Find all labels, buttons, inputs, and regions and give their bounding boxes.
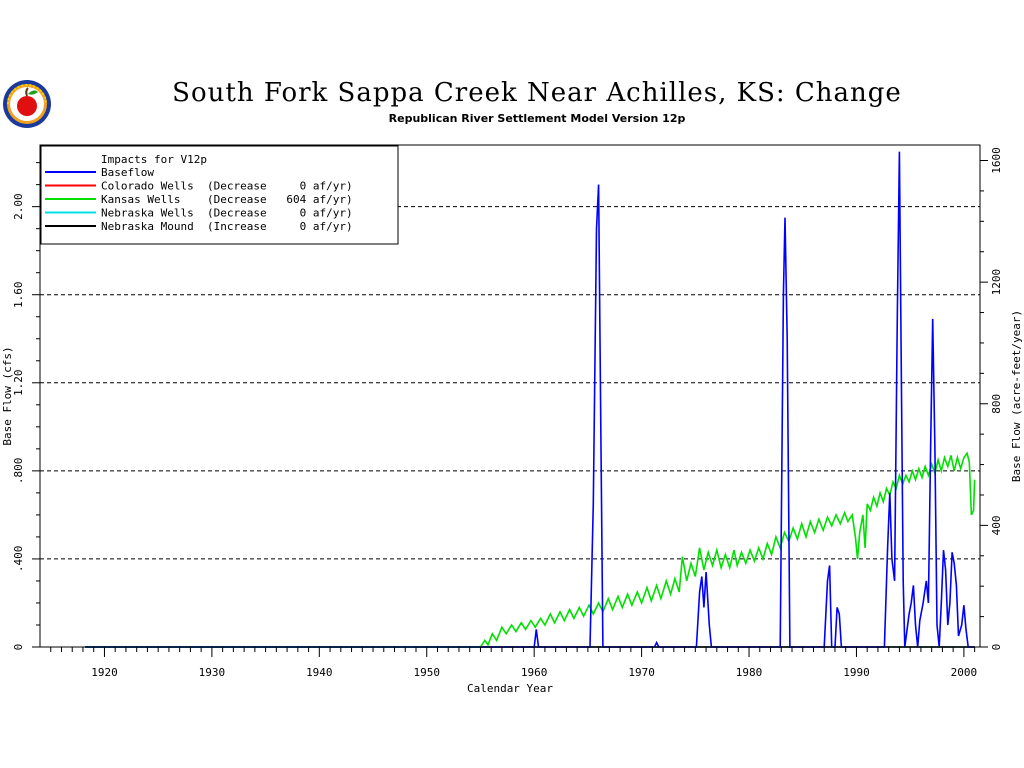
legend-entry: Nebraska Mound (Increase 0 af/yr) [101,220,353,233]
legend-entry: Nebraska Wells (Decrease 0 af/yr) [101,207,353,220]
y2-tick-label: 0 [990,644,1003,651]
x-tick-label: 1980 [736,666,763,679]
legend-entry: Baseflow [101,166,154,179]
x-tick-label: 1970 [628,666,655,679]
x-tick-label: 1960 [521,666,548,679]
y2-tick-label: 800 [990,394,1003,414]
y-tick-label: 1.60 [12,281,25,308]
y-axis-label: Base Flow (cfs) [1,346,14,445]
y-tick-label: 1.20 [12,370,25,397]
y2-tick-label: 1600 [990,147,1003,174]
legend-entry: Colorado Wells (Decrease 0 af/yr) [101,180,353,193]
apple-seal-icon [2,79,52,133]
y2-tick-label: 400 [990,515,1003,535]
series-line-kansas-wells [85,451,976,648]
x-tick-label: 1930 [199,666,226,679]
x-tick-label: 1940 [306,666,333,679]
y-tick-label: 2.00 [12,193,25,220]
legend-entry: Kansas Wells (Decrease 604 af/yr) [101,193,353,206]
x-axis-label: Calendar Year [467,682,553,695]
y2-axis-label: Base Flow (acre-feet/year) [1010,310,1023,482]
x-tick-label: 1920 [91,666,118,679]
y-tick-label: .800 [12,458,25,485]
plot-frame [39,144,981,648]
y2-tick-label: 1200 [990,269,1003,296]
chart-subtitle: Republican River Settlement Model Versio… [388,112,686,125]
x-tick-label: 1990 [843,666,870,679]
series-line-baseflow [85,151,975,648]
x-tick-label: 1950 [413,666,440,679]
y-tick-label: .400 [12,546,25,573]
legend-box [40,145,399,245]
y-tick-label: 0 [12,644,25,651]
chart-title: South Fork Sappa Creek Near Achilles, KS… [172,78,902,108]
legend-heading: Impacts for V12p [101,153,207,166]
x-tick-label: 2000 [951,666,978,679]
